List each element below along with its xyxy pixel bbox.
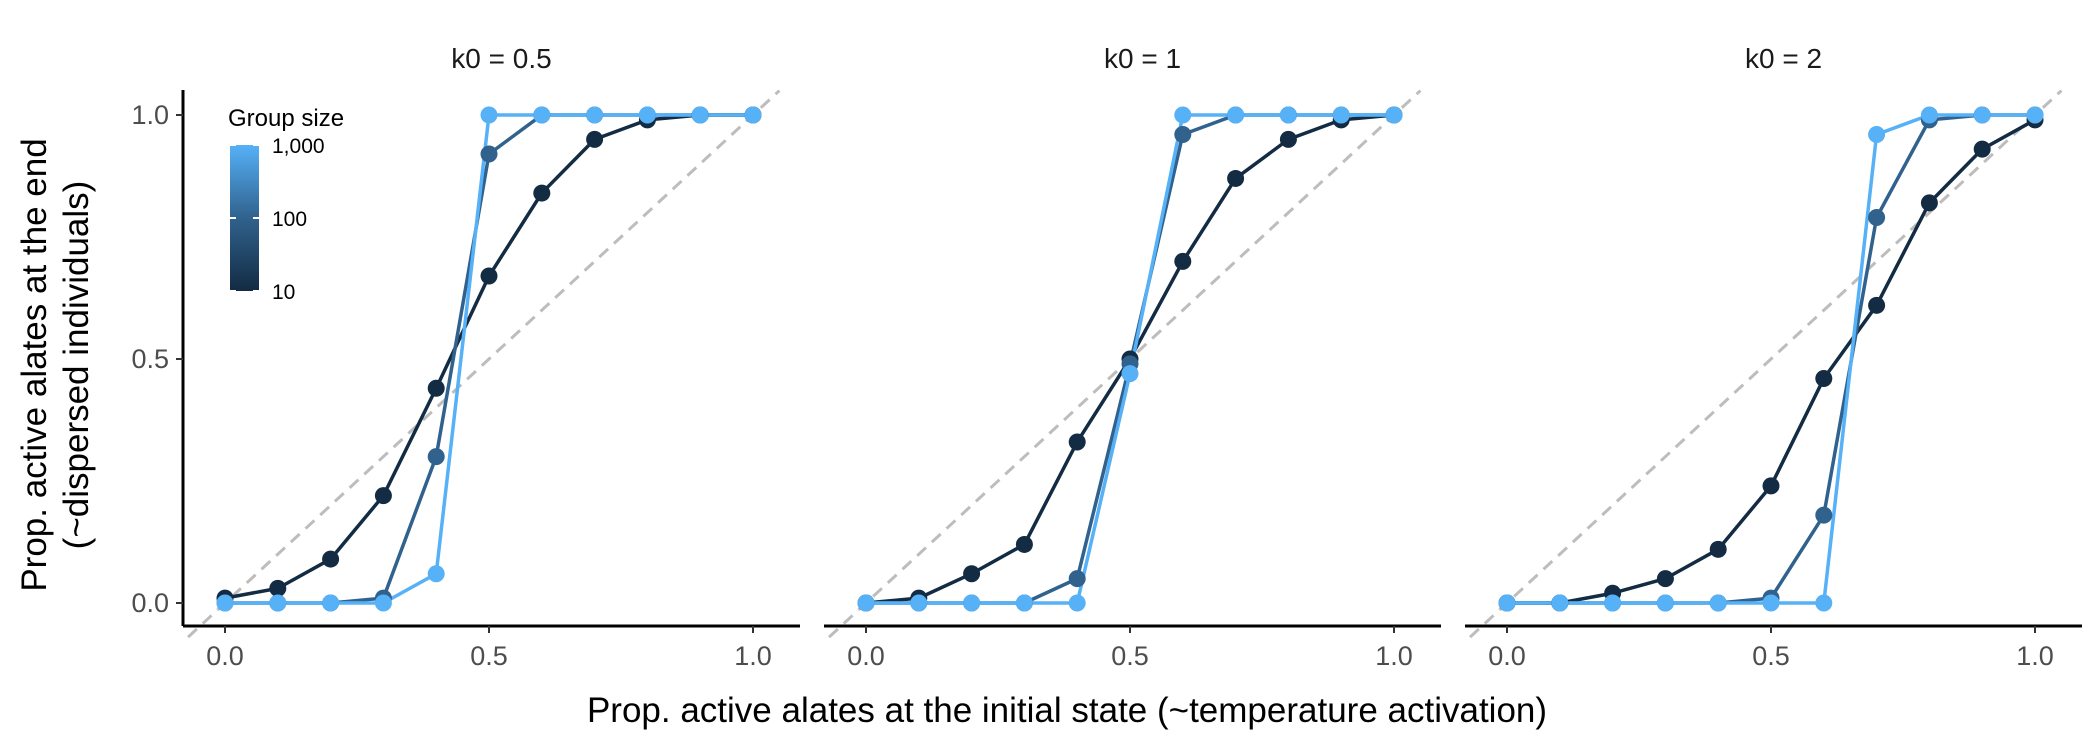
data-point-size-100 bbox=[427, 448, 445, 466]
legend-label-100: 100 bbox=[272, 208, 307, 231]
series-line-size-10 bbox=[1507, 118, 2036, 605]
x-tick-label: 0.0 bbox=[1488, 641, 1526, 671]
data-point-size-1000 bbox=[269, 594, 287, 612]
data-point-size-1000 bbox=[1385, 106, 1403, 124]
panel-title: k0 = 1 bbox=[1104, 43, 1181, 74]
data-point-size-10 bbox=[1279, 130, 1297, 148]
panel-2: k0 = 1 0.0 0.5 1.0 bbox=[824, 43, 1441, 671]
y-axis-title-line1: Prop. active alates at the end bbox=[15, 138, 54, 591]
data-point-size-1000 bbox=[1068, 594, 1086, 612]
data-point-size-1000 bbox=[744, 106, 762, 124]
data-point-size-1000 bbox=[910, 594, 928, 612]
data-point-size-1000 bbox=[1279, 106, 1297, 124]
data-point-size-1000 bbox=[1551, 594, 1569, 612]
legend-label-1000: 1,000 bbox=[272, 135, 325, 158]
reference-line bbox=[187, 89, 781, 639]
x-axis-title: Prop. active alates at the initial state… bbox=[587, 691, 1547, 730]
data-point-size-10 bbox=[586, 130, 604, 148]
data-point-size-10 bbox=[1815, 370, 1833, 388]
data-point-size-10 bbox=[374, 487, 392, 505]
data-point-size-1000 bbox=[1868, 126, 1886, 144]
data-point-size-1000 bbox=[533, 106, 551, 124]
data-point-size-10 bbox=[269, 579, 287, 597]
legend: Group size 1,000 100 10 bbox=[228, 105, 344, 304]
data-point-size-100 bbox=[1174, 126, 1192, 144]
x-tick-label: 0.5 bbox=[1111, 641, 1149, 671]
data-point-size-1000 bbox=[1227, 106, 1245, 124]
data-point-size-100 bbox=[1068, 570, 1086, 588]
data-point-size-1000 bbox=[1174, 106, 1192, 124]
data-point-size-1000 bbox=[1920, 106, 1938, 124]
data-point-size-1000 bbox=[1121, 365, 1139, 383]
data-point-size-1000 bbox=[586, 106, 604, 124]
panels: k0 = 0.5 0.0 0.5 1.0 0.0 0.5 1.0 k0 = 1 0.0 0.5 1.… bbox=[131, 43, 2082, 671]
data-point-size-10 bbox=[480, 267, 498, 285]
data-point-size-10 bbox=[1174, 252, 1192, 270]
data-point-size-1000 bbox=[1762, 594, 1780, 612]
data-point-size-10 bbox=[1762, 477, 1780, 495]
data-point-size-100 bbox=[1868, 208, 1886, 226]
data-point-size-1000 bbox=[427, 565, 445, 583]
data-point-size-1000 bbox=[2026, 106, 2044, 124]
data-point-size-10 bbox=[1227, 169, 1245, 187]
y-axis-title-line2: (~dispersed individuals) bbox=[57, 181, 96, 550]
reference-line bbox=[1469, 89, 2063, 639]
data-point-size-1000 bbox=[1015, 594, 1033, 612]
panel-title: k0 = 0.5 bbox=[451, 43, 551, 74]
data-point-size-10 bbox=[1068, 433, 1086, 451]
data-point-size-10 bbox=[1656, 570, 1674, 588]
data-point-size-1000 bbox=[638, 106, 656, 124]
data-point-size-1000 bbox=[1604, 594, 1622, 612]
data-point-size-10 bbox=[1015, 535, 1033, 553]
data-point-size-1000 bbox=[322, 594, 340, 612]
data-point-size-10 bbox=[1973, 140, 1991, 158]
data-point-size-1000 bbox=[374, 594, 392, 612]
data-point-size-1000 bbox=[1973, 106, 1991, 124]
data-point-size-1000 bbox=[857, 594, 875, 612]
data-point-size-10 bbox=[427, 379, 445, 397]
data-point-size-1000 bbox=[216, 594, 234, 612]
x-tick-label: 1.0 bbox=[734, 641, 772, 671]
panel-3: k0 = 2 0.0 0.5 1.0 bbox=[1465, 43, 2082, 671]
legend-title: Group size bbox=[228, 105, 344, 132]
data-point-size-10 bbox=[1868, 296, 1886, 314]
data-point-size-1000 bbox=[1709, 594, 1727, 612]
data-point-size-1000 bbox=[691, 106, 709, 124]
legend-label-10: 10 bbox=[272, 281, 295, 304]
x-tick-label: 0.0 bbox=[847, 641, 885, 671]
y-tick-label: 0.5 bbox=[131, 344, 169, 374]
x-tick-label: 0.5 bbox=[1752, 641, 1790, 671]
data-point-size-1000 bbox=[1498, 594, 1516, 612]
data-point-size-1000 bbox=[963, 594, 981, 612]
y-tick-label: 0.0 bbox=[131, 588, 169, 618]
data-point-size-100 bbox=[480, 145, 498, 163]
y-tick-label: 1.0 bbox=[131, 100, 169, 130]
data-point-size-1000 bbox=[1656, 594, 1674, 612]
x-tick-label: 1.0 bbox=[2016, 641, 2054, 671]
data-point-size-1000 bbox=[1815, 594, 1833, 612]
panel-title: k0 = 2 bbox=[1745, 43, 1822, 74]
data-point-size-10 bbox=[533, 184, 551, 202]
x-tick-label: 1.0 bbox=[1375, 641, 1413, 671]
data-point-size-10 bbox=[963, 565, 981, 583]
data-point-size-10 bbox=[322, 550, 340, 568]
x-tick-label: 0.5 bbox=[470, 641, 508, 671]
data-point-size-100 bbox=[1815, 506, 1833, 524]
data-point-size-10 bbox=[1920, 194, 1938, 212]
data-point-size-1000 bbox=[480, 106, 498, 124]
data-point-size-10 bbox=[1709, 540, 1727, 558]
data-point-size-1000 bbox=[1332, 106, 1350, 124]
panel-1: k0 = 0.5 0.0 0.5 1.0 0.0 0.5 1.0 bbox=[131, 43, 800, 671]
x-tick-label: 0.0 bbox=[206, 641, 244, 671]
